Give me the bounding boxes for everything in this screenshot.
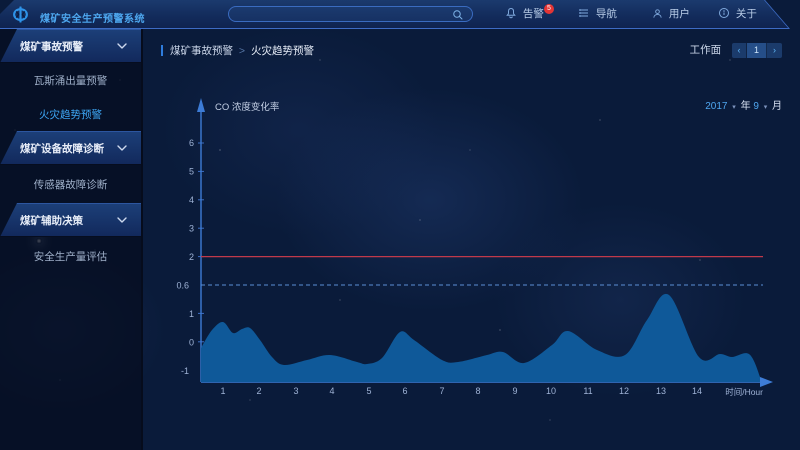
- svg-text:5: 5: [189, 167, 194, 177]
- svg-text:14: 14: [692, 386, 702, 396]
- svg-text:12: 12: [619, 386, 629, 396]
- svg-text:-1: -1: [181, 366, 189, 376]
- svg-text:0: 0: [189, 338, 194, 348]
- svg-text:4: 4: [189, 195, 194, 205]
- svg-text:13: 13: [656, 386, 666, 396]
- svg-text:5: 5: [366, 386, 371, 396]
- svg-text:6: 6: [189, 138, 194, 148]
- svg-text:10: 10: [546, 386, 556, 396]
- svg-text:11: 11: [583, 386, 592, 396]
- svg-text:8: 8: [475, 386, 480, 396]
- svg-text:3: 3: [293, 386, 298, 396]
- svg-text:2: 2: [189, 252, 194, 262]
- svg-text:2: 2: [256, 386, 261, 396]
- svg-text:0.6: 0.6: [176, 281, 189, 291]
- svg-text:时间/Hour: 时间/Hour: [725, 387, 763, 397]
- svg-text:4: 4: [329, 386, 334, 396]
- svg-text:9: 9: [512, 386, 517, 396]
- svg-text:7: 7: [439, 386, 444, 396]
- svg-text:1: 1: [220, 386, 225, 396]
- svg-text:3: 3: [189, 224, 194, 234]
- svg-text:6: 6: [402, 386, 407, 396]
- svg-text:1: 1: [189, 309, 194, 319]
